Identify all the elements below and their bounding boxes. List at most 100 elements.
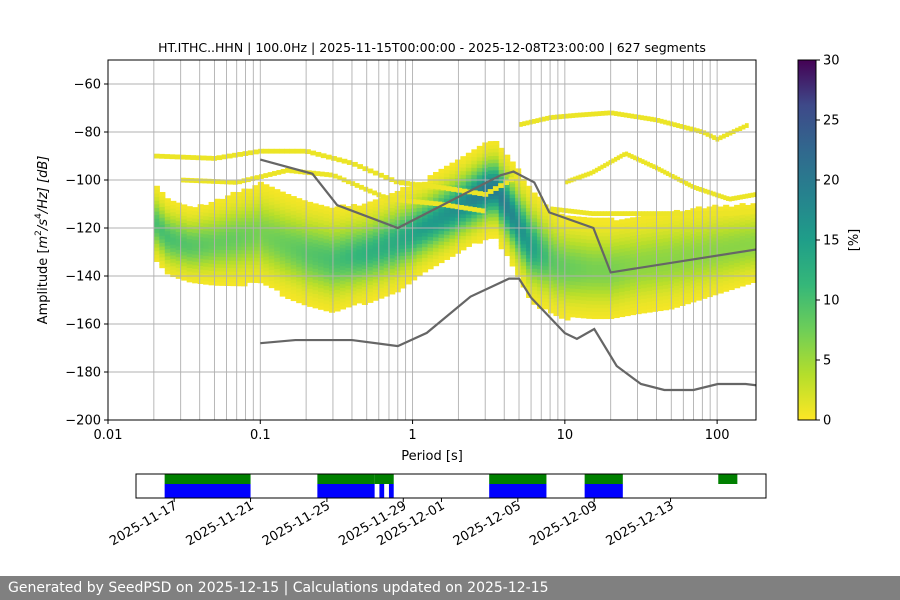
heatmap-cell	[487, 198, 494, 203]
heatmap-cell	[389, 286, 396, 291]
heatmap-cell	[175, 224, 182, 229]
heatmap-sparse-cell	[577, 112, 582, 118]
heatmap-cell	[274, 279, 281, 284]
heatmap-cell	[723, 222, 730, 227]
heatmap-cell	[602, 228, 609, 233]
heatmap-sparse-cell	[328, 172, 334, 178]
heatmap-cell	[591, 268, 598, 273]
heatmap-cell	[651, 271, 659, 276]
heatmap-cell	[624, 308, 631, 313]
heatmap-cell	[307, 259, 314, 264]
heatmap-cell	[515, 229, 522, 234]
heatmap-cell	[367, 259, 374, 264]
heatmap-cell	[723, 215, 730, 220]
heatmap-cell	[170, 262, 177, 267]
heatmap-cell	[739, 264, 746, 269]
heatmap-cell	[356, 292, 363, 297]
heatmap-cell	[246, 206, 253, 211]
heatmap-cell	[312, 239, 319, 244]
heatmap-cell	[537, 211, 544, 216]
heatmap-cell	[334, 249, 341, 254]
heatmap-cell	[542, 290, 549, 296]
heatmap-cell	[558, 267, 565, 272]
heatmap-cell	[411, 265, 418, 270]
heatmap-cell	[591, 217, 598, 222]
heatmap-cell	[433, 258, 440, 263]
heatmap-cell	[558, 303, 565, 308]
heatmap-cell	[235, 256, 243, 262]
heatmap-cell	[230, 281, 237, 287]
heatmap-cell	[591, 314, 598, 320]
heatmap-cell	[651, 235, 659, 240]
heatmap-cell	[493, 148, 500, 153]
heatmap-cell	[487, 205, 494, 211]
heatmap-cell	[285, 255, 292, 260]
colorbar-label: [%]	[847, 229, 862, 252]
heatmap-cell	[433, 207, 440, 213]
heatmap-sparse-cell	[744, 123, 749, 128]
heatmap-cell	[602, 286, 609, 291]
heatmap-cell	[400, 219, 407, 224]
heatmap-cell	[230, 267, 237, 272]
heatmap-cell	[657, 288, 664, 294]
heatmap-cell	[750, 217, 756, 222]
heatmap-cell	[356, 205, 363, 210]
heatmap-cell	[345, 270, 352, 276]
heatmap-cell	[219, 263, 226, 268]
heatmap-cell	[372, 267, 379, 272]
heatmap-cell	[296, 262, 303, 268]
heatmap-cell	[547, 244, 555, 249]
heatmap-cell	[673, 245, 680, 251]
heatmap-cell	[175, 213, 182, 218]
heatmap-cell	[575, 252, 582, 257]
heatmap-cell	[192, 279, 199, 284]
heatmap-cell	[547, 276, 555, 281]
heatmap-sparse-cell	[440, 185, 447, 191]
heatmap-cell	[263, 234, 270, 239]
heatmap-sparse-cell	[691, 211, 695, 216]
heatmap-cell	[619, 298, 626, 303]
heatmap-cell	[723, 226, 730, 231]
heatmap-sparse-cell	[279, 148, 285, 154]
heatmap-cell	[586, 253, 593, 258]
y-tick-label: −80	[74, 126, 101, 141]
heatmap-cell	[422, 214, 429, 219]
heatmap-cell	[279, 191, 286, 196]
heatmap-cell	[509, 219, 516, 224]
heatmap-sparse-cell	[655, 211, 660, 216]
heatmap-cell	[679, 262, 686, 267]
heatmap-cell	[460, 184, 467, 190]
heatmap-cell	[383, 223, 390, 229]
heatmap-cell	[186, 234, 193, 240]
heatmap-cell	[750, 253, 756, 258]
heatmap-cell	[679, 265, 686, 270]
heatmap-cell	[241, 253, 248, 258]
heatmap-cell	[339, 283, 347, 288]
heatmap-cell	[312, 214, 319, 219]
heatmap-cell	[296, 234, 303, 239]
heatmap-cell	[734, 222, 741, 228]
heatmap-cell	[257, 225, 264, 230]
heatmap-cell	[684, 249, 691, 254]
heatmap-cell	[296, 280, 303, 286]
heatmap-cell	[164, 245, 171, 250]
heatmap-cell	[471, 235, 478, 240]
heatmap-sparse-cell	[276, 170, 282, 175]
heatmap-cell	[608, 232, 615, 237]
heatmap-cell	[723, 233, 730, 238]
heatmap-cell	[268, 240, 275, 245]
heatmap-cell	[504, 201, 511, 206]
y-tick-label: −180	[65, 366, 101, 381]
heatmap-cell	[367, 241, 374, 246]
heatmap-sparse-cell	[714, 211, 719, 216]
heatmap-cell	[361, 286, 368, 291]
heatmap-cell	[717, 235, 724, 240]
heatmap-cell	[383, 285, 390, 290]
heatmap-cell	[646, 290, 653, 295]
heatmap-cell	[597, 224, 604, 230]
heatmap-cell	[153, 214, 160, 219]
heatmap-sparse-cell	[480, 208, 486, 214]
heatmap-cell	[526, 192, 533, 198]
heatmap-cell	[509, 255, 516, 260]
heatmap-cell	[400, 230, 407, 235]
